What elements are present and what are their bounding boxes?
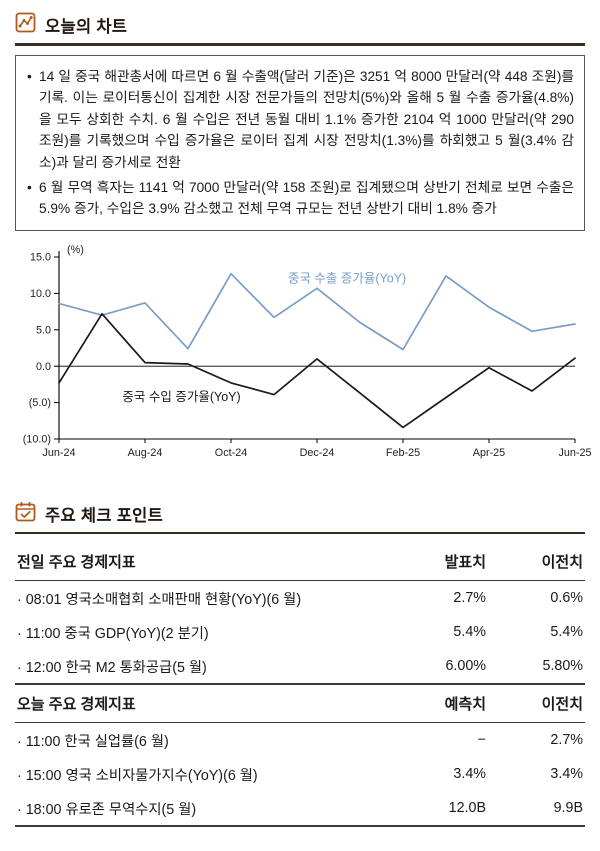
y-tick-label: 0.0: [36, 361, 51, 373]
x-tick-label: Aug-24: [128, 447, 163, 459]
indicator-value: −: [477, 732, 486, 749]
x-tick-label: Apr-25: [473, 447, 505, 459]
y-tick-label: (10.0): [23, 434, 51, 446]
col-header-forecast: 예측치: [391, 683, 488, 724]
col-header-announced: 발표치: [391, 543, 488, 582]
table-row: · 15:00 영국 소비자물가지수(YoY)(6 월) 3.4% 3.4%: [15, 757, 585, 791]
indicator-name: · 12:00 한국 M2 통화공급(5 월): [17, 659, 207, 676]
series-line-1: [58, 312, 576, 429]
y-unit-label: (%): [67, 244, 84, 256]
table-row: · 18:00 유로존 무역수지(5 월) 12.0B 9.9B: [15, 791, 585, 828]
y-tick-label: 5.0: [36, 324, 51, 336]
indicator-value: 5.4%: [453, 624, 486, 641]
group-title: 오늘 주요 경제지표: [15, 683, 391, 724]
series-label-import: 중국 수입 증가율(YoY): [122, 390, 240, 404]
bullet-text: 6 월 무역 흑자는 1141 억 7000 만달러(약 158 조원)로 집계…: [39, 179, 574, 217]
indicator-name: · 08:01 영국소매협회 소매판매 현황(YoY)(6 월): [17, 591, 302, 608]
page: 오늘의 차트 • 14 일 중국 해관총서에 따르면 6 월 수출액(달러 기준…: [15, 10, 592, 828]
table-row: · 12:00 한국 M2 통화공급(5 월) 6.00% 5.80%: [15, 649, 585, 684]
section-header-checkpoints: 주요 체크 포인트: [15, 499, 585, 529]
bullet-dot: •: [27, 179, 32, 195]
y-tick-label: (5.0): [29, 397, 51, 409]
indicator-previous: 3.4%: [550, 766, 583, 783]
indicator-previous: 5.80%: [542, 658, 583, 675]
chart-icon: [15, 12, 36, 38]
line-chart: 15.0 10.0 5.0 0.0 (5.0) (10.0)Jun-24 Aug-24 Oct…: [23, 244, 592, 459]
series-line-0: [58, 272, 576, 351]
table-row: · 11:00 중국 GDP(YoY)(2 분기) 5.4% 5.4%: [15, 615, 585, 649]
table-group-header-row: 오늘 주요 경제지표 예측치 이전치: [15, 683, 585, 724]
calendar-icon: [15, 501, 36, 527]
section-rule: [15, 43, 585, 46]
econ-table: 전일 주요 경제지표 발표치 이전치 · 08:01 영국소매협회 소매판매 현…: [15, 543, 585, 828]
indicator-previous: 0.6%: [550, 590, 583, 607]
indicator-value: 6.00%: [445, 658, 486, 675]
x-tick-label: Jun-24: [42, 447, 75, 459]
bullet-item: • 6 월 무역 흑자는 1141 억 7000 만달러(약 158 조원)로 …: [26, 177, 574, 220]
col-header-previous: 이전치: [488, 543, 585, 582]
indicator-name: · 18:00 유로존 무역수지(5 월): [15, 791, 391, 828]
indicator-value: 12.0B: [391, 791, 488, 828]
col-header-previous: 이전치: [488, 683, 585, 724]
indicator-value: 2.7%: [453, 590, 486, 607]
bullet-dot: •: [27, 68, 32, 84]
y-tick-label: 15.0: [30, 252, 51, 264]
chart-container: 15.0 10.0 5.0 0.0 (5.0) (10.0) Jun-24 Aug-24 Oct…: [15, 243, 592, 475]
bullet-text: 14 일 중국 해관총서에 따르면 6 월 수출액(달러 기준)은 3251 억…: [39, 68, 574, 171]
indicator-previous: 9.9B: [488, 791, 585, 828]
x-tick-label: Dec-24: [300, 447, 335, 459]
indicator-name: · 11:00 중국 GDP(YoY)(2 분기): [17, 625, 209, 642]
section-rule: [15, 531, 585, 535]
summary-box: • 14 일 중국 해관총서에 따르면 6 월 수출액(달러 기준)은 3251…: [15, 54, 585, 231]
table-group-header-row: 전일 주요 경제지표 발표치 이전치: [15, 543, 585, 582]
indicator-name: · 15:00 영국 소비자물가지수(YoY)(6 월): [17, 767, 258, 784]
bullet-item: • 14 일 중국 해관총서에 따르면 6 월 수출액(달러 기준)은 3251…: [26, 66, 574, 174]
section-title-checkpoints: 주요 체크 포인트: [45, 506, 164, 525]
indicator-name: · 11:00 한국 실업률(6 월): [17, 733, 169, 750]
group-title: 전일 주요 경제지표: [15, 543, 391, 582]
indicator-value: 3.4%: [453, 766, 486, 783]
y-tick-label: 10.0: [30, 288, 51, 300]
x-tick-label: Jun-25: [558, 447, 591, 459]
section-title-today-chart: 오늘의 차트: [45, 18, 128, 36]
x-tick-label: Feb-25: [386, 447, 420, 459]
x-tick-label: Oct-24: [215, 447, 247, 459]
indicator-previous: 2.7%: [550, 732, 583, 749]
table-row: · 08:01 영국소매협회 소매판매 현황(YoY)(6 월) 2.7% 0.…: [15, 581, 585, 616]
indicator-previous: 5.4%: [550, 624, 583, 641]
series-label-export: 중국 수출 증가율(YoY): [288, 272, 406, 286]
section-header-today-chart: 오늘의 차트: [15, 10, 585, 40]
table-row: · 11:00 한국 실업률(6 월) − 2.7%: [15, 723, 585, 758]
